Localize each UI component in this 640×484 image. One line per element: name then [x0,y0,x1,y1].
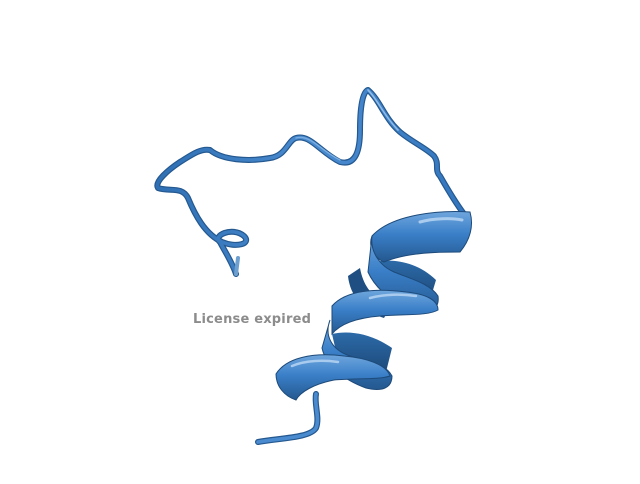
coil-tail [255,391,321,445]
alpha-helix [275,211,473,401]
coil-loop [154,87,467,277]
license-expired-label: License expired [193,312,312,327]
